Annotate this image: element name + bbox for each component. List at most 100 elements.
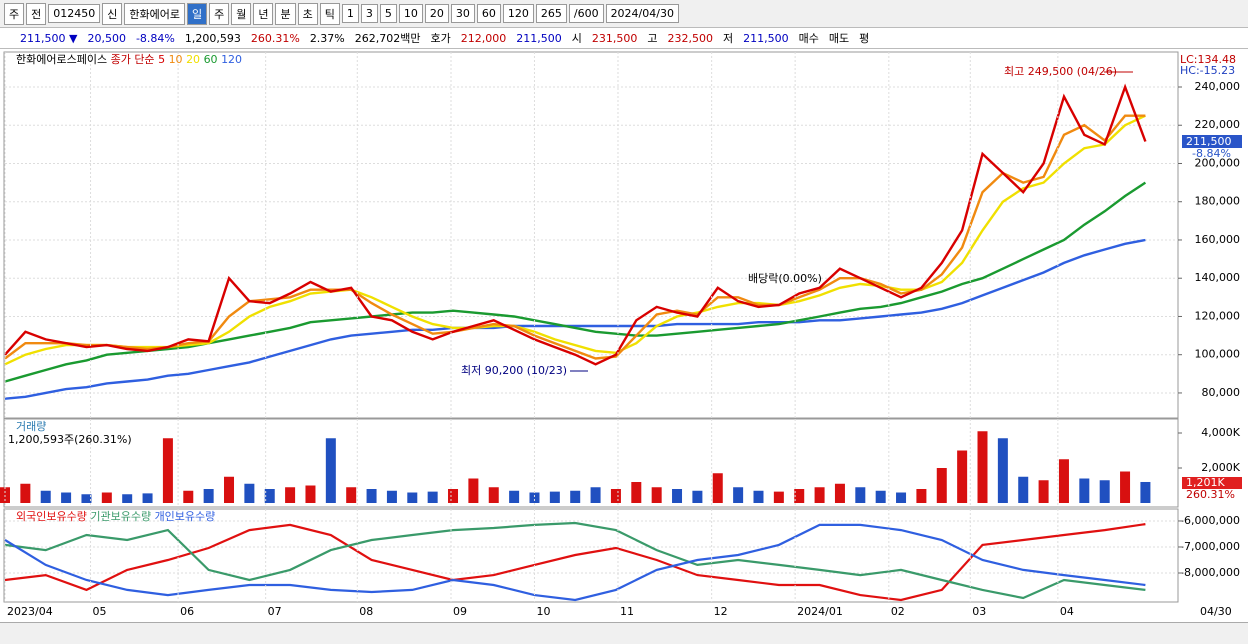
legend-item: 종가 단순 [111,53,158,66]
legend-item: 외국인보유수량 [16,510,90,523]
volume-bar [427,491,438,503]
toolbar-button[interactable]: 012450 [48,4,101,23]
volume-bar [142,493,153,503]
toolbar-button[interactable]: 틱 [319,2,340,25]
toolbar-button[interactable]: 초 [297,2,318,25]
volume-bar [549,491,560,503]
volume-bar [40,490,51,503]
x-tick-label: 10 [536,605,550,618]
lc-label: LC:134.48 [1180,53,1236,66]
volume-bar [448,489,459,503]
quote-item: 2.37% [309,31,345,45]
legend-item: 기관보유수량 [90,510,154,523]
vol-box [1182,477,1242,489]
quote-item: 262,702백만 [354,32,421,45]
y-tick-label: 120,000 [1195,309,1241,322]
quote-item: 211,500 [743,31,789,45]
volume-bar [264,489,275,503]
volume-bar [651,487,662,503]
toolbar-button[interactable]: 월 [231,2,252,25]
volume-bar [183,490,194,503]
volume-bar [977,431,988,503]
toolbar-button[interactable]: 20 [424,4,449,23]
quote-item: 고 [647,32,658,45]
holdings-frame [3,508,1179,603]
holdings-legend: 외국인보유수량 기관보유수량 개인보유수량 [16,510,215,523]
x-tick-label: 2023/04 [7,605,53,618]
volume-bar [61,492,72,503]
volume-bar [244,483,255,503]
y-tick-label: 100,000 [1195,348,1241,361]
volume-bar [896,492,907,503]
x-tick-label: 11 [620,605,634,618]
legend-item: 120 [221,53,242,66]
toolbar-button[interactable]: 주 [209,2,230,25]
toolbar-button[interactable]: 10 [398,4,423,23]
y-tick-label: 200,000 [1195,156,1241,169]
x-tick-label: 2024/01 [797,605,843,618]
quote-item: 저 [723,32,734,45]
quote-item: 20,500 [87,31,126,45]
volume-bar [590,487,601,503]
toolbar-button[interactable]: 년 [253,2,274,25]
annotation-low: 최저 90,200 (10/23) [461,364,567,377]
volume-bar [1140,481,1151,503]
y-tick-label: 220,000 [1195,118,1241,131]
volume-bar [1038,480,1049,503]
volume-bar [81,494,92,503]
y-tick-label: -8,000,000 [1180,566,1240,579]
volume-bar [834,483,845,503]
volume-bar [997,438,1008,503]
quote-item: 1,200,593 [184,31,241,45]
toolbar-button[interactable]: 한화에어로 [124,2,185,25]
volume-info: 1,200,593주(260.31%) [8,433,132,446]
toolbar-button[interactable]: 3 [360,4,378,23]
toolbar-button[interactable]: 일 [186,2,208,25]
quote-item: 211,500 ▼ [20,31,78,45]
volume-bar [162,438,173,503]
toolbar-button[interactable]: 주 [4,2,25,25]
volume-bar [957,450,968,503]
quote-item: 평 [859,32,870,45]
series-line [4,181,1147,383]
last-box [1182,135,1242,148]
y-tick-label: 80,000 [1202,386,1241,399]
volume-bar [672,489,683,503]
chart: 80,000 100,000 120,000 140,000 160,000 180,00… [0,50,1248,622]
x-tick-label: 03 [972,605,986,618]
toolbar-button[interactable]: 5 [379,4,397,23]
volume-bar [346,487,357,503]
toolbar-button[interactable]: 2024/04/30 [605,4,679,23]
volume-title: 거래량 [16,420,46,433]
volume-bar [529,492,540,503]
toolbar-button[interactable]: 전 [26,2,47,25]
volume-bar [20,483,31,503]
quote-bar: 211,500 ▼ 20,500 -8.84% 1,200,593 260.31% 2.3… [0,28,1248,49]
legend-item: 10 [169,53,187,66]
volume-bar [122,494,133,503]
toolbar-button[interactable]: 신 [102,2,123,25]
x-tick-label: 12 [714,605,728,618]
toolbar: 주 전 012450 신 한화에어로 일 주 월 년 분 초 틱 1 3 5 10 20 30 60 120 265/6… [0,0,1248,28]
toolbar-button[interactable]: 분 [275,2,296,25]
vol-ratio: 260.31% [1186,488,1235,501]
toolbar-button[interactable]: 120 [502,4,534,23]
background [0,50,1248,622]
volume-bar [753,490,764,503]
toolbar-button[interactable]: 265 [535,4,567,23]
legend-item: 20 [186,53,204,66]
volume-bar [610,489,621,503]
toolbar-button[interactable]: 30 [450,4,475,23]
volume-bar [936,468,947,503]
scroll-bar[interactable] [0,622,1248,644]
volume-bar [1018,476,1029,503]
volume-bar [1079,478,1090,503]
toolbar-button[interactable]: 60 [476,4,501,23]
quote-item: -8.84% [135,31,175,45]
volume-bar [407,492,418,503]
toolbar-button[interactable]: 1 [341,4,359,23]
volume-bar [875,490,886,503]
toolbar-button[interactable]: /600 [568,4,604,23]
series-line [4,523,1146,602]
